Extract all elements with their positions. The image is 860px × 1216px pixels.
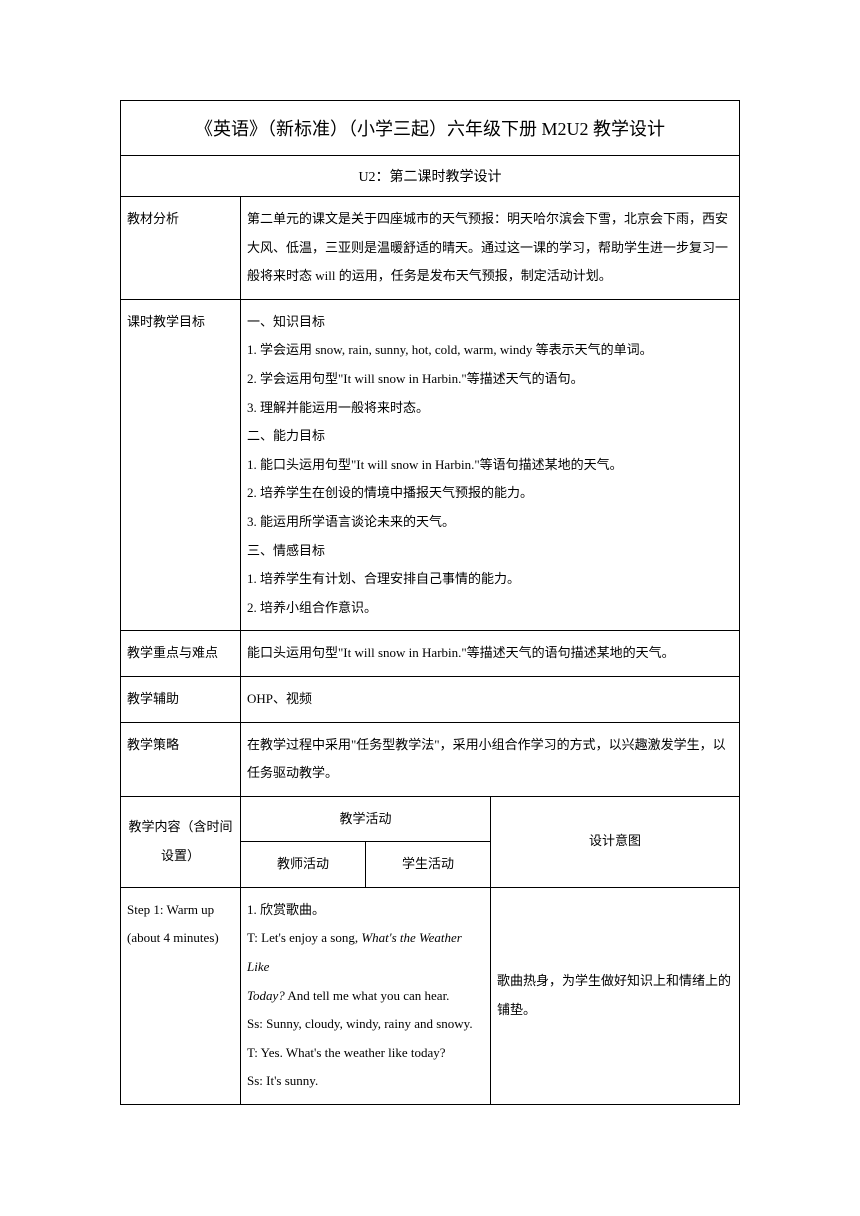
row-content: 能口头运用句型"It will snow in Harbin."等描述天气的语句… (241, 631, 740, 677)
row-label: 课时教学目标 (121, 299, 241, 631)
row-content: 一、知识目标 1. 学会运用 snow, rain, sunny, hot, c… (241, 299, 740, 631)
step-row: Step 1: Warm up (about 4 minutes) 1. 欣赏歌… (121, 887, 740, 1104)
row-label: 教学策略 (121, 722, 241, 796)
goal-line: 3. 能运用所学语言谈论未来的天气。 (247, 508, 733, 537)
table-row: 课时教学目标 一、知识目标 1. 学会运用 snow, rain, sunny,… (121, 299, 740, 631)
table-row: 教材分析 第二单元的课文是关于四座城市的天气预报：明天哈尔滨会下雪，北京会下雨，… (121, 197, 740, 300)
goal-line: 1. 培养学生有计划、合理安排自己事情的能力。 (247, 565, 733, 594)
goal-line: 一、知识目标 (247, 308, 733, 337)
row-content: 第二单元的课文是关于四座城市的天气预报：明天哈尔滨会下雪，北京会下雨，西安大风、… (241, 197, 740, 300)
goal-line: 2. 培养小组合作意识。 (247, 594, 733, 623)
goal-line: 2. 培养学生在创设的情境中播报天气预报的能力。 (247, 479, 733, 508)
header-content-time: 教学内容（含时间设置） (121, 796, 241, 887)
text: And tell me what you can hear. (285, 988, 450, 1003)
header-teacher: 教师活动 (241, 842, 366, 888)
text: T: Let's enjoy a song, (247, 930, 361, 945)
step-title: Step 1: Warm up (127, 896, 234, 925)
step-duration: (about 4 minutes) (127, 924, 234, 953)
goal-line: 1. 能口头运用句型"It will snow in Harbin."等语句描述… (247, 451, 733, 480)
step-activity: 1. 欣赏歌曲。 T: Let's enjoy a song, What's t… (241, 887, 491, 1104)
row-label: 教学重点与难点 (121, 631, 241, 677)
activity-line: 1. 欣赏歌曲。 (247, 896, 484, 925)
goal-line: 2. 学会运用句型"It will snow in Harbin."等描述天气的… (247, 365, 733, 394)
activity-line: T: Yes. What's the weather like today? (247, 1039, 484, 1068)
song-title: Today? (247, 988, 285, 1003)
goal-line: 三、情感目标 (247, 537, 733, 566)
table-row: 教学重点与难点 能口头运用句型"It will snow in Harbin."… (121, 631, 740, 677)
document-subtitle: U2：第二课时教学设计 (120, 155, 740, 196)
header-intent: 设计意图 (491, 796, 740, 887)
row-content: 在教学过程中采用"任务型教学法"，采用小组合作学习的方式，以兴趣激发学生，以任务… (241, 722, 740, 796)
step-label: Step 1: Warm up (about 4 minutes) (121, 887, 241, 1104)
header-activity: 教学活动 (241, 796, 491, 842)
header-student: 学生活动 (366, 842, 491, 888)
activity-header-row: 教学内容（含时间设置） 教学活动 设计意图 (121, 796, 740, 842)
table-row: 教学策略 在教学过程中采用"任务型教学法"，采用小组合作学习的方式，以兴趣激发学… (121, 722, 740, 796)
activity-line: Ss: It's sunny. (247, 1067, 484, 1096)
lesson-plan-table: 教材分析 第二单元的课文是关于四座城市的天气预报：明天哈尔滨会下雪，北京会下雨，… (120, 196, 740, 1105)
step-intent: 歌曲热身，为学生做好知识上和情绪上的铺垫。 (491, 887, 740, 1104)
activity-line: Ss: Sunny, cloudy, windy, rainy and snow… (247, 1010, 484, 1039)
row-label: 教材分析 (121, 197, 241, 300)
row-content: OHP、视频 (241, 676, 740, 722)
goal-line: 3. 理解并能运用一般将来时态。 (247, 394, 733, 423)
row-label: 教学辅助 (121, 676, 241, 722)
goal-line: 1. 学会运用 snow, rain, sunny, hot, cold, wa… (247, 336, 733, 365)
table-row: 教学辅助 OHP、视频 (121, 676, 740, 722)
document-title: 《英语》（新标准）（小学三起）六年级下册 M2U2 教学设计 (120, 100, 740, 155)
goal-line: 二、能力目标 (247, 422, 733, 451)
activity-line: T: Let's enjoy a song, What's the Weathe… (247, 924, 484, 981)
activity-line: Today? And tell me what you can hear. (247, 982, 484, 1011)
